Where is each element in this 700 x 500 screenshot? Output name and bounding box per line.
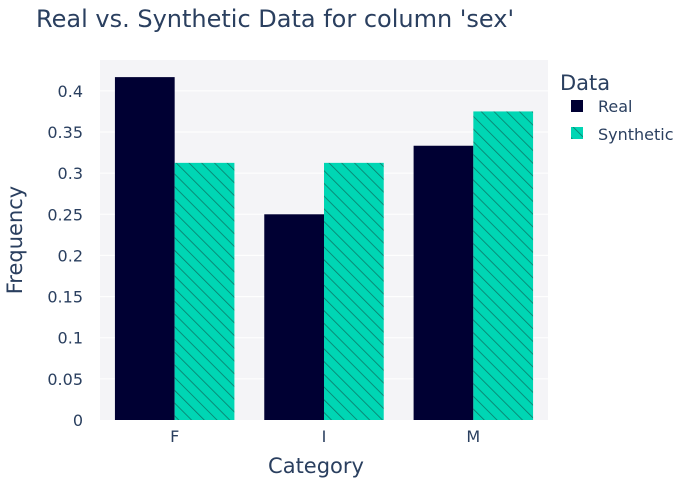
bars bbox=[114, 77, 534, 421]
legend-label-real: Real bbox=[598, 97, 633, 116]
bar-real-f bbox=[114, 77, 175, 421]
y-tick-label: 0.1 bbox=[58, 329, 83, 348]
y-tick-label: 0 bbox=[73, 411, 83, 430]
y-tick-label: 0.4 bbox=[58, 82, 83, 101]
bar-synthetic-i bbox=[324, 162, 384, 420]
y-axis-ticks: 0 0.05 0.1 0.15 0.2 0.25 0.3 0.35 0.4 bbox=[47, 82, 83, 430]
x-tick-label: I bbox=[322, 427, 327, 446]
chart-title: Real vs. Synthetic Data for column 'sex' bbox=[36, 5, 514, 33]
legend-swatch-synthetic bbox=[571, 127, 583, 139]
legend-swatch-real bbox=[571, 100, 583, 112]
y-tick-label: 0.2 bbox=[58, 246, 83, 265]
y-axis-title: Frequency bbox=[3, 186, 27, 295]
y-tick-label: 0.15 bbox=[47, 288, 83, 307]
y-tick-label: 0.05 bbox=[47, 370, 83, 389]
y-tick-label: 0.3 bbox=[58, 164, 83, 183]
bar-synthetic-m bbox=[473, 111, 534, 420]
bar-real-m bbox=[413, 145, 474, 421]
legend-title: Data bbox=[560, 71, 610, 95]
x-axis-title: Category bbox=[268, 454, 364, 478]
bar-real-i bbox=[264, 214, 324, 420]
x-tick-label: M bbox=[466, 427, 480, 446]
legend: Data Real Synthetic bbox=[560, 71, 674, 144]
y-tick-label: 0.35 bbox=[47, 123, 83, 142]
legend-label-synthetic: Synthetic bbox=[598, 125, 674, 144]
x-tick-label: F bbox=[170, 427, 179, 446]
y-tick-label: 0.25 bbox=[47, 205, 83, 224]
bar-synthetic-f bbox=[174, 162, 235, 420]
